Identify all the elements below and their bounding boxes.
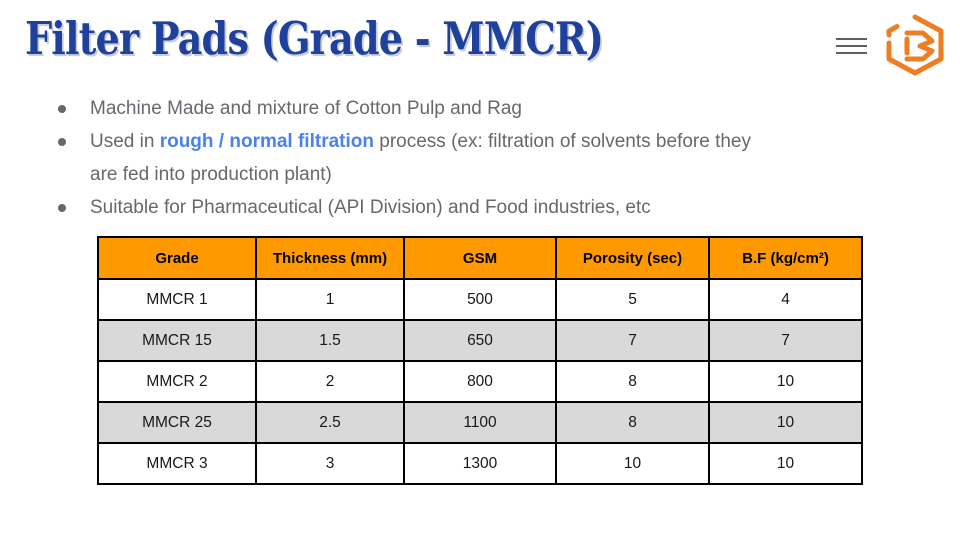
table-cell: 7 — [708, 319, 863, 362]
table-cell: 8 — [555, 360, 710, 403]
bullet-marker-icon — [50, 191, 90, 224]
table-cell: MMCR 2 — [97, 360, 257, 403]
table-header-cell: Porosity (sec) — [555, 236, 710, 280]
hamburger-bar — [836, 45, 867, 47]
table-cell: 7 — [555, 319, 710, 362]
table-cell: 10 — [708, 360, 863, 403]
specs-table: Grade Thickness (mm) GSM Porosity (sec) B.F … — [97, 236, 863, 485]
text-segment: Used in — [90, 131, 160, 152]
table-cell: 4 — [708, 278, 863, 321]
text-segment: process (ex: filtration of solvents befo… — [90, 131, 751, 185]
table-cell: 1100 — [403, 401, 557, 444]
table-cell: 10 — [708, 442, 863, 485]
table-cell: 8 — [555, 401, 710, 444]
text-segment: Machine Made and mixture of Cotton Pulp … — [90, 98, 522, 119]
table-cell: MMCR 25 — [97, 401, 257, 444]
bullet-list: Machine Made and mixture of Cotton Pulp … — [50, 92, 920, 224]
bullet-item: Suitable for Pharmaceutical (API Divisio… — [50, 191, 920, 224]
bullet-text: Used in rough / normal filtration proces… — [90, 125, 751, 191]
table-body: MMCR 1 1 500 5 4 MMCR 15 1.5 650 7 7 MMCR 2 2 800 8 10… — [97, 278, 863, 485]
bullet-marker-icon — [50, 92, 90, 125]
hamburger-bar — [836, 38, 867, 40]
table-row: MMCR 15 1.5 650 7 7 — [97, 319, 863, 362]
table-cell: 650 — [403, 319, 557, 362]
table-header-row: Grade Thickness (mm) GSM Porosity (sec) B.F … — [97, 236, 863, 280]
table-cell: MMCR 15 — [97, 319, 257, 362]
bullet-item: Used in rough / normal filtration proces… — [50, 125, 920, 191]
table-header-cell: Grade — [97, 236, 257, 280]
page-title: Filter Pads (Grade - MMCR) — [25, 12, 604, 65]
table-header-cell: GSM — [403, 236, 557, 280]
table-header-cell: Thickness (mm) — [255, 236, 405, 280]
company-logo-icon — [883, 13, 947, 77]
table-row: MMCR 25 2.5 1100 8 10 — [97, 401, 863, 444]
table-cell: 500 — [403, 278, 557, 321]
bullet-text: Suitable for Pharmaceutical (API Divisio… — [90, 191, 651, 224]
highlighted-text: rough / normal filtration — [159, 131, 374, 152]
table-cell: 10 — [708, 401, 863, 444]
table-cell: 10 — [555, 442, 710, 485]
table-cell: 3 — [255, 442, 405, 485]
table-row: MMCR 1 1 500 5 4 — [97, 278, 863, 321]
table-cell: 2.5 — [255, 401, 405, 444]
table-cell: 1 — [255, 278, 405, 321]
table-cell: 1.5 — [255, 319, 405, 362]
table-row: MMCR 2 2 800 8 10 — [97, 360, 863, 403]
bullet-item: Machine Made and mixture of Cotton Pulp … — [50, 92, 920, 125]
table-cell: 1300 — [403, 442, 557, 485]
table-row: MMCR 3 3 1300 10 10 — [97, 442, 863, 485]
table-cell: 5 — [555, 278, 710, 321]
bullet-marker-icon — [50, 125, 90, 158]
hamburger-menu-icon[interactable] — [836, 38, 867, 56]
table-cell: 800 — [403, 360, 557, 403]
hamburger-bar — [836, 52, 867, 54]
text-segment: Suitable for Pharmaceutical (API Divisio… — [90, 197, 651, 218]
table-cell: MMCR 3 — [97, 442, 257, 485]
table-cell: MMCR 1 — [97, 278, 257, 321]
table-cell: 2 — [255, 360, 405, 403]
bullet-text: Machine Made and mixture of Cotton Pulp … — [90, 92, 522, 125]
table-header-cell: B.F (kg/cm²) — [708, 236, 863, 280]
